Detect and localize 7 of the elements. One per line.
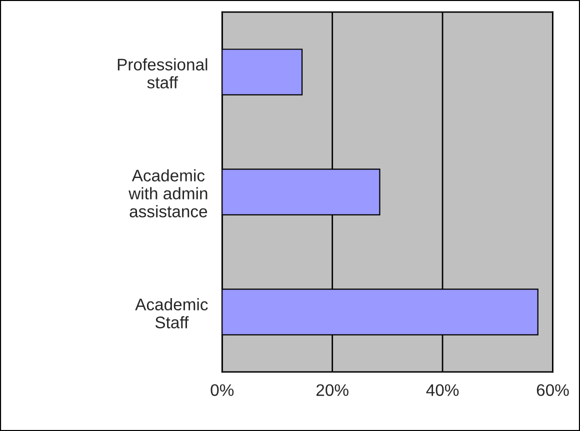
x-tick-label: 0% — [210, 384, 234, 396]
y-tick-label: Academic Staff — [135, 298, 208, 328]
x-tick-label: 20% — [316, 384, 348, 396]
y-tick-label: Academic with admin assistance — [128, 169, 208, 218]
x-tick-label: 60% — [536, 384, 569, 396]
y-tick-label: Professional staff — [118, 58, 208, 88]
x-tick-label: 40% — [426, 384, 459, 396]
